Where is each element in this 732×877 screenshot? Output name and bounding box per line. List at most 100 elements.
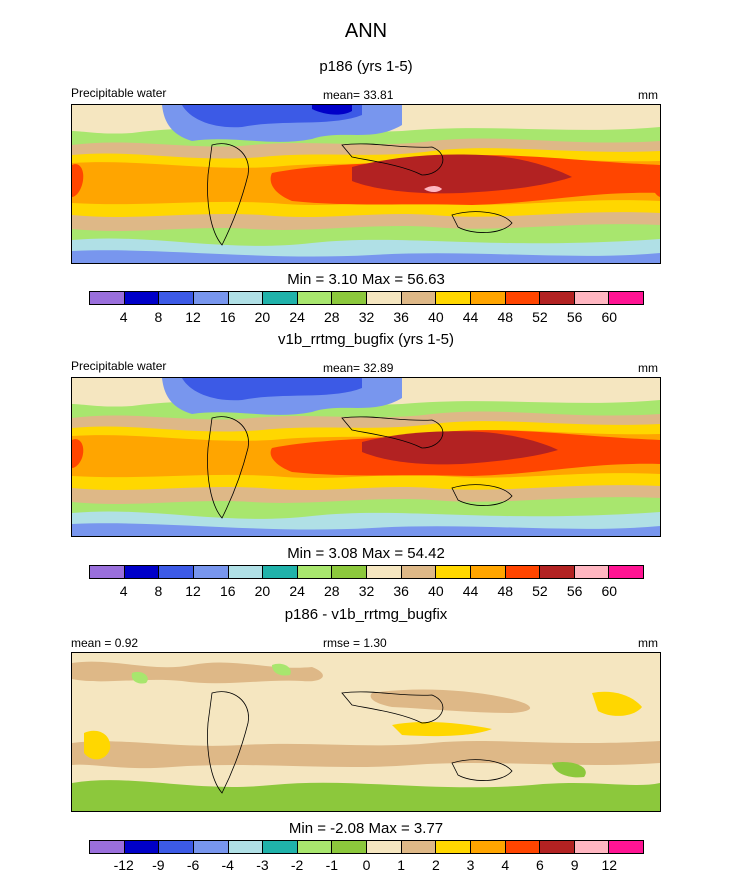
colorbar-swatch — [470, 566, 506, 578]
colorbar-tick-label: 9 — [570, 857, 579, 873]
panel-3-title: p186 - v1b_rrtmg_bugfix — [284, 606, 448, 623]
colorbar-tick-label: 44 — [462, 309, 479, 325]
colorbar-swatch — [124, 292, 160, 304]
colorbar-tick-label: 20 — [254, 309, 271, 325]
colorbar-swatch — [124, 566, 160, 578]
colorbar-swatch — [332, 566, 367, 578]
colorbar-swatch — [228, 292, 264, 304]
colorbar-tick-label: 40 — [428, 309, 444, 325]
colorbar-swatch — [332, 292, 367, 304]
colorbar-tick-label: -9 — [152, 857, 165, 873]
colorbar-tick-label: 48 — [497, 309, 514, 325]
colorbar-swatch — [574, 841, 610, 853]
panel-2-units-label: mm — [638, 361, 658, 375]
colorbar-tick-label: 24 — [289, 583, 305, 599]
colorbar-tick-label: 48 — [497, 583, 514, 599]
panel-1-units-label: mm — [638, 88, 658, 102]
colorbar-swatch — [367, 566, 402, 578]
panel-2-map — [71, 377, 661, 537]
panel-3-contour-plot — [72, 653, 660, 811]
panel-1-title: p186 (yrs 1-5) — [319, 58, 413, 75]
colorbar-tick-label: 12 — [601, 857, 618, 873]
colorbar-tick-label: 60 — [601, 583, 618, 599]
panel-1-colorbar — [89, 291, 644, 305]
colorbar-swatch — [609, 841, 643, 853]
colorbar-swatch — [401, 292, 437, 304]
colorbar-swatch — [436, 841, 471, 853]
panel-2-left-label: Precipitable water — [71, 359, 167, 373]
colorbar-tick-label: 2 — [431, 857, 440, 873]
panel-1-left-label: Precipitable water — [71, 86, 167, 100]
colorbar-tick-label: 28 — [324, 583, 340, 599]
panel-3-colorbar — [89, 840, 644, 854]
colorbar-swatch — [574, 566, 610, 578]
colorbar-tick-label: 4 — [119, 583, 128, 599]
colorbar-tick-label: 56 — [566, 309, 583, 325]
panel-3-colorbar-ticks: -12 -9 -6 -4 -3 -2 -1 0 1 2 3 4 6 9 12 — [89, 857, 644, 875]
colorbar-tick-label: 60 — [601, 309, 618, 325]
figure-title: ANN — [344, 20, 388, 42]
colorbar-tick-label: 0 — [362, 857, 371, 873]
colorbar-swatch — [297, 292, 333, 304]
colorbar-swatch — [505, 566, 541, 578]
colorbar-tick-label: 8 — [154, 583, 163, 599]
colorbar-swatch — [367, 292, 402, 304]
colorbar-tick-label: 40 — [428, 583, 444, 599]
colorbar-swatch — [401, 566, 437, 578]
colorbar-swatch — [505, 841, 541, 853]
panel-2-contour-plot — [72, 378, 660, 536]
colorbar-swatch — [159, 566, 194, 578]
colorbar-swatch — [505, 292, 541, 304]
colorbar-tick-label: 36 — [393, 583, 409, 599]
colorbar-swatch — [228, 566, 264, 578]
colorbar-tick-label: 1 — [397, 857, 406, 873]
panel-2-mean-label: mean= 32.89 — [323, 361, 394, 375]
colorbar-swatch — [540, 292, 575, 304]
colorbar-tick-label: 12 — [185, 309, 201, 325]
colorbar-swatch — [90, 292, 125, 304]
colorbar-swatch — [193, 292, 229, 304]
colorbar-tick-label: -1 — [325, 857, 339, 873]
colorbar-tick-label: 3 — [466, 857, 475, 873]
colorbar-tick-label: 52 — [532, 309, 548, 325]
colorbar-tick-label: -3 — [256, 857, 269, 873]
colorbar-swatch — [159, 841, 194, 853]
colorbar-tick-label: 36 — [393, 309, 409, 325]
colorbar-tick-label: 32 — [358, 309, 375, 325]
colorbar-swatch — [124, 841, 160, 853]
panel-1-colorbar-ticks: 4 8 12 16 20 24 28 32 36 40 44 48 52 56 60 — [89, 309, 644, 327]
panel-3-map — [71, 652, 661, 812]
colorbar-tick-label: 28 — [324, 309, 340, 325]
colorbar-tick-label: 16 — [219, 309, 236, 325]
colorbar-swatch — [193, 841, 229, 853]
colorbar-swatch — [193, 566, 229, 578]
colorbar-swatch — [436, 292, 471, 304]
panel-1-map — [71, 104, 661, 264]
colorbar-tick-label: -4 — [221, 857, 234, 873]
panel-3-mean-label: mean = 0.92 — [71, 636, 139, 650]
colorbar-tick-label: 4 — [501, 857, 510, 873]
colorbar-swatch — [263, 566, 298, 578]
colorbar-tick-label: 20 — [254, 583, 271, 599]
colorbar-tick-label: -12 — [113, 857, 134, 873]
colorbar-tick-label: 52 — [532, 583, 548, 599]
colorbar-tick-label: 4 — [119, 309, 128, 325]
colorbar-tick-label: 32 — [358, 583, 375, 599]
colorbar-swatch — [470, 292, 506, 304]
panel-1-contour-plot — [72, 105, 660, 263]
colorbar-swatch — [540, 841, 575, 853]
colorbar-swatch — [609, 292, 643, 304]
colorbar-swatch — [263, 841, 298, 853]
colorbar-swatch — [436, 566, 471, 578]
colorbar-swatch — [609, 566, 643, 578]
colorbar-tick-label: -2 — [290, 857, 304, 873]
colorbar-swatch — [90, 566, 125, 578]
colorbar-swatch — [367, 841, 402, 853]
colorbar-tick-label: 16 — [219, 583, 236, 599]
colorbar-swatch — [574, 292, 610, 304]
colorbar-tick-label: -6 — [186, 857, 200, 873]
colorbar-swatch — [332, 841, 367, 853]
panel-2-colorbar — [89, 565, 644, 579]
panel-1-mean-label: mean= 33.81 — [323, 88, 394, 102]
colorbar-swatch — [297, 566, 333, 578]
